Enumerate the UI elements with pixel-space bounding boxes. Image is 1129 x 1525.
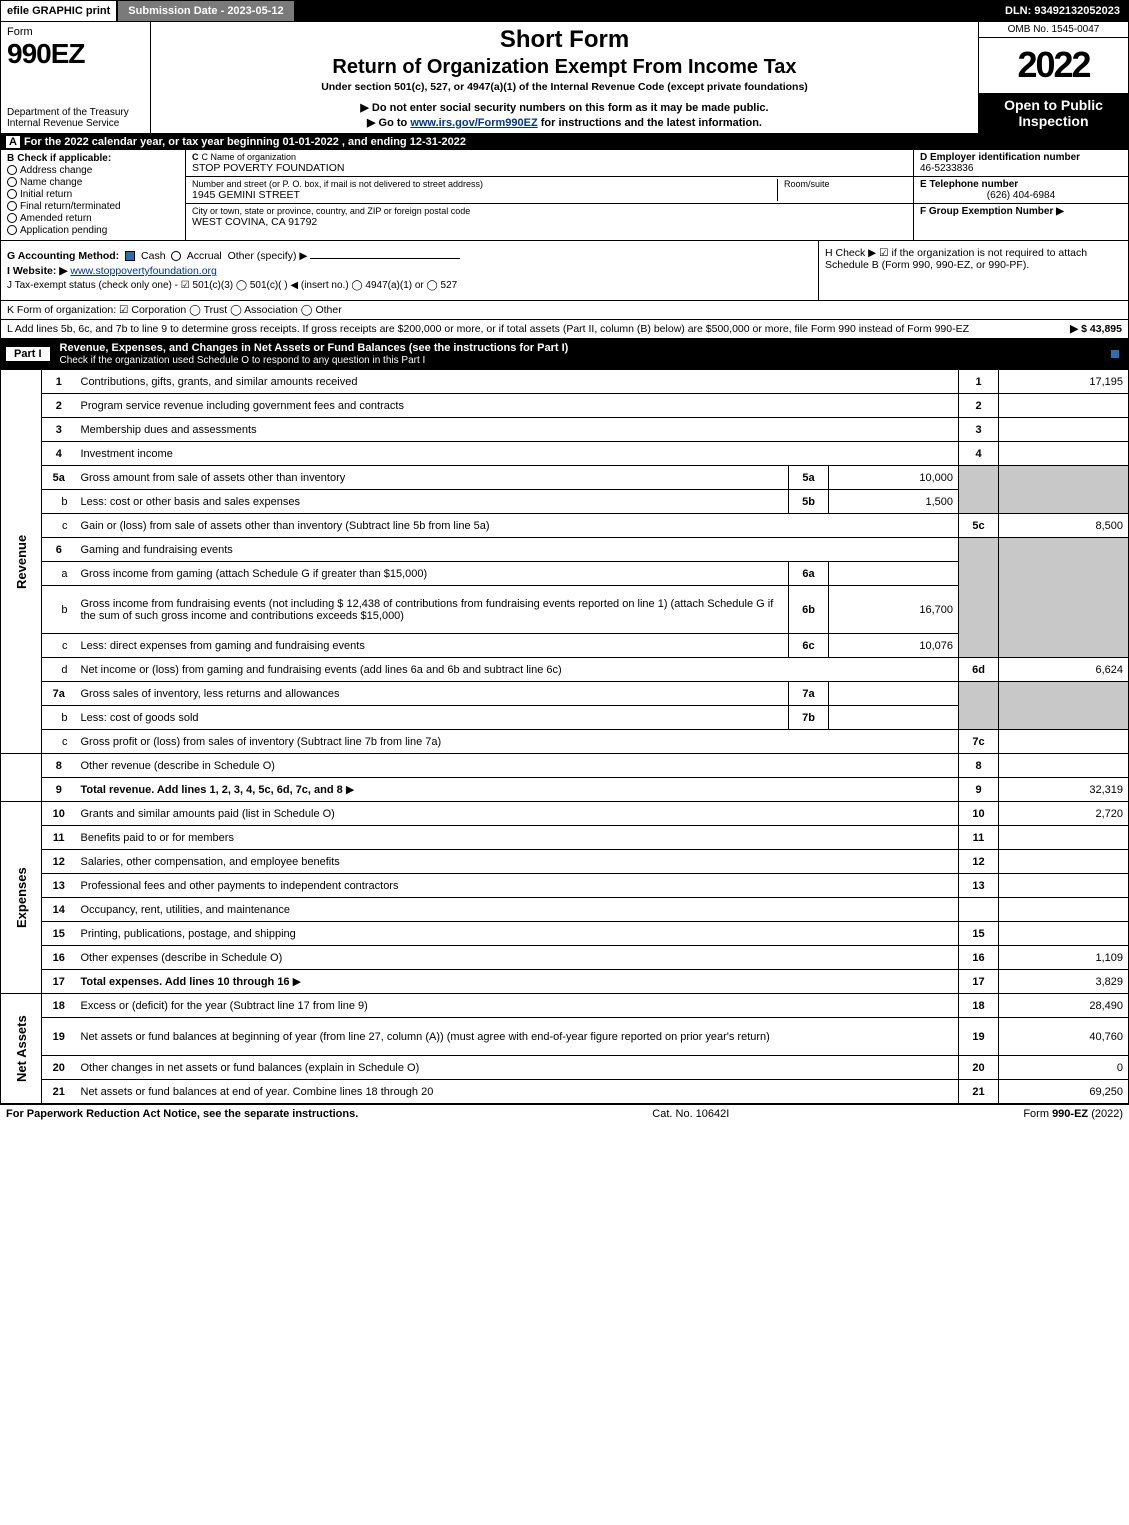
col-d: D Employer identification number46-52338… — [913, 150, 1128, 240]
header-right: OMB No. 1545-0047 2022 Open to Public In… — [978, 22, 1128, 133]
form-word: Form — [7, 26, 144, 38]
chk-address[interactable]: Address change — [7, 165, 179, 176]
row-k: K Form of organization: ☑ Corporation ◯ … — [0, 301, 1129, 320]
submission-date: Submission Date - 2023-05-12 — [116, 1, 293, 21]
note-ssn: ▶ Do not enter social security numbers o… — [360, 101, 768, 114]
ein: 46-5233836 — [920, 163, 1122, 174]
chk-schedule-o[interactable] — [1110, 348, 1123, 360]
section-bcd: BCheck if applicable: Address change Nam… — [0, 150, 1129, 241]
footer: For Paperwork Reduction Act Notice, see … — [0, 1104, 1129, 1123]
chk-amended[interactable]: Amended return — [7, 213, 179, 224]
chk-accrual[interactable] — [171, 251, 181, 261]
row-l: L Add lines 5b, 6c, and 7b to line 9 to … — [0, 320, 1129, 339]
dln: DLN: 93492132052023 — [997, 1, 1128, 21]
irs-link[interactable]: www.irs.gov/Form990EZ — [410, 117, 537, 129]
header-mid: Short Form Return of Organization Exempt… — [151, 22, 978, 133]
short-form-title: Short Form — [500, 26, 629, 54]
side-revenue: Revenue — [1, 370, 42, 754]
side-expenses: Expenses — [1, 802, 42, 994]
lines-table: Revenue 1Contributions, gifts, grants, a… — [0, 369, 1129, 1104]
row-a: AFor the 2022 calendar year, or tax year… — [0, 134, 1129, 150]
org-name: STOP POVERTY FOUNDATION — [192, 162, 907, 174]
telephone: (626) 404-6984 — [920, 190, 1122, 201]
website-link[interactable]: www.stoppovertyfoundation.org — [70, 265, 217, 277]
line-h: H Check ▶ ☑ if the organization is not r… — [818, 241, 1128, 300]
line-g: G Accounting Method: Cash Accrual Other … — [7, 250, 812, 262]
col-c: CC Name of organization STOP POVERTY FOU… — [186, 150, 913, 240]
form-number: 990EZ — [7, 38, 144, 70]
side-netassets: Net Assets — [1, 994, 42, 1104]
omb-number: OMB No. 1545-0047 — [979, 22, 1128, 38]
part1-header: Part I Revenue, Expenses, and Changes in… — [0, 339, 1129, 369]
chk-final[interactable]: Final return/terminated — [7, 201, 179, 212]
chk-initial[interactable]: Initial return — [7, 189, 179, 200]
line-i: I Website: ▶www.stoppovertyfoundation.or… — [7, 265, 812, 277]
note-goto: ▶ Go to www.irs.gov/Form990EZ for instru… — [367, 116, 762, 129]
line-j: J Tax-exempt status (check only one) - ☑… — [7, 280, 812, 291]
top-bar: efile GRAPHIC print Submission Date - 20… — [0, 0, 1129, 22]
header-left: Form 990EZ Department of the Treasury In… — [1, 22, 151, 133]
open-inspection: Open to Public Inspection — [979, 93, 1128, 133]
efile-label[interactable]: efile GRAPHIC print — [1, 1, 116, 21]
gross-receipts: ▶ $ 43,895 — [1070, 323, 1122, 335]
tax-year: 2022 — [979, 38, 1128, 93]
street: 1945 GEMINI STREET — [192, 189, 777, 201]
chk-cash[interactable] — [125, 251, 135, 261]
city: WEST COVINA, CA 91792 — [192, 216, 470, 228]
chk-name[interactable]: Name change — [7, 177, 179, 188]
chk-pending[interactable]: Application pending — [7, 225, 179, 236]
dept-label: Department of the Treasury Internal Reve… — [7, 107, 144, 129]
section-gh: G Accounting Method: Cash Accrual Other … — [0, 241, 1129, 301]
form-header: Form 990EZ Department of the Treasury In… — [0, 22, 1129, 134]
col-b: BCheck if applicable: Address change Nam… — [1, 150, 186, 240]
under-section: Under section 501(c), 527, or 4947(a)(1)… — [321, 81, 808, 93]
return-title: Return of Organization Exempt From Incom… — [332, 56, 796, 79]
